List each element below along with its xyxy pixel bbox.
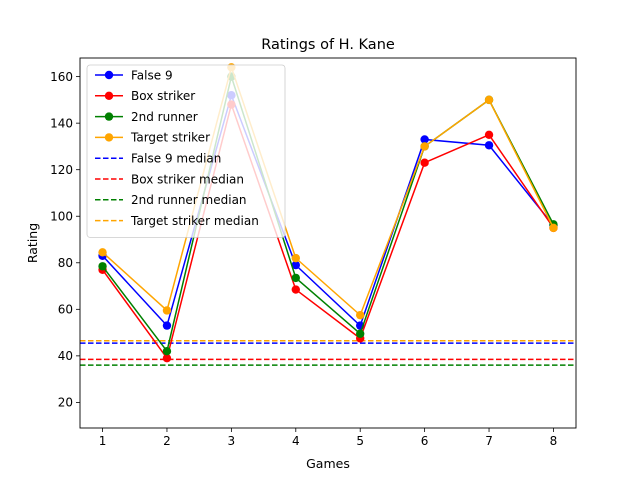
data-point [356, 329, 365, 338]
data-point [98, 262, 107, 271]
y-tick-label: 160 [50, 70, 73, 84]
data-point [356, 310, 365, 320]
legend: False 9 Box striker 2nd runner Target strik… [86, 64, 286, 238]
y-axis-label: Rating [25, 223, 40, 263]
data-point [549, 223, 558, 233]
legend-marker [104, 133, 114, 142]
y-tick-label: 20 [58, 396, 73, 410]
y-tick-label: 60 [58, 303, 73, 317]
data-point [162, 306, 172, 315]
data-point [98, 248, 107, 257]
legend-label: Target striker median [130, 214, 259, 228]
data-point [291, 253, 300, 263]
legend-label: 2nd runner [131, 110, 198, 124]
y-tick-label: 140 [50, 116, 73, 130]
x-tick-label: 2 [163, 434, 171, 448]
x-tick-label: 6 [421, 434, 429, 448]
y-tick-label: 40 [58, 349, 73, 363]
data-point [162, 321, 172, 330]
y-tick-label: 100 [50, 210, 73, 224]
x-tick-label: 4 [292, 434, 300, 448]
chart-title: Ratings of H. Kane [261, 37, 395, 53]
x-axis-label: Games [306, 456, 350, 471]
y-tick-label: 120 [50, 163, 73, 177]
legend-label: Target striker [130, 131, 210, 145]
y-tick-label: 80 [58, 256, 73, 270]
legend-marker [104, 70, 114, 80]
legend-marker [104, 91, 114, 101]
data-point [484, 141, 494, 150]
legend-marker [104, 112, 114, 121]
data-point [291, 260, 300, 270]
x-tick-label: 8 [550, 434, 558, 448]
legend-box [86, 64, 286, 238]
legend-label: Box striker [131, 89, 195, 103]
series-line [102, 64, 555, 317]
legend-label: False 9 median [131, 152, 221, 166]
x-tick-label: 5 [356, 434, 364, 448]
series-line [101, 92, 555, 328]
data-point [291, 273, 300, 283]
x-tick-label: 3 [228, 434, 236, 448]
legend-label: Box striker median [131, 172, 244, 186]
data-point [484, 95, 494, 105]
axis-ticks: 1 2 3 4 5 6 7 8 20 40 60 80 100 120 140 160 [50, 70, 557, 448]
data-point [291, 285, 300, 294]
data-point [420, 158, 429, 167]
x-tick-label: 7 [485, 434, 493, 448]
axes-frame [79, 57, 577, 429]
data-point [162, 353, 172, 363]
data-point [162, 347, 172, 356]
x-tick-label: 1 [99, 434, 107, 448]
data-point [420, 135, 429, 144]
legend-label: 2nd runner median [131, 193, 247, 207]
series-line [101, 101, 555, 360]
legend-label: False 9 [131, 68, 173, 82]
data-point [420, 142, 429, 151]
data-point [484, 130, 494, 139]
